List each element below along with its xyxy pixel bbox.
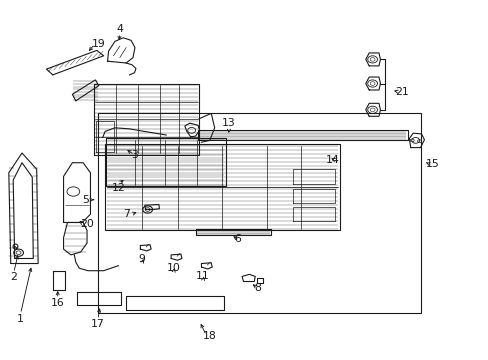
Text: 10: 10 [166, 263, 180, 273]
Text: 8: 8 [254, 283, 261, 293]
Text: 13: 13 [222, 118, 235, 129]
Text: 3: 3 [131, 150, 138, 160]
Text: 11: 11 [196, 271, 209, 282]
Text: 14: 14 [325, 155, 339, 165]
Text: 9: 9 [138, 254, 145, 264]
Text: 15: 15 [425, 159, 438, 169]
Text: 19: 19 [92, 39, 105, 49]
Text: 6: 6 [234, 234, 241, 244]
Text: 2: 2 [10, 272, 17, 282]
Text: 12: 12 [112, 183, 125, 193]
Text: 4: 4 [116, 24, 123, 34]
Text: 7: 7 [122, 209, 129, 219]
Text: 21: 21 [394, 87, 408, 97]
Text: 20: 20 [80, 219, 93, 229]
Text: 1: 1 [17, 314, 24, 324]
Text: 17: 17 [91, 319, 104, 329]
Text: 18: 18 [203, 330, 216, 341]
Text: 5: 5 [82, 195, 89, 205]
Text: 16: 16 [51, 298, 64, 308]
